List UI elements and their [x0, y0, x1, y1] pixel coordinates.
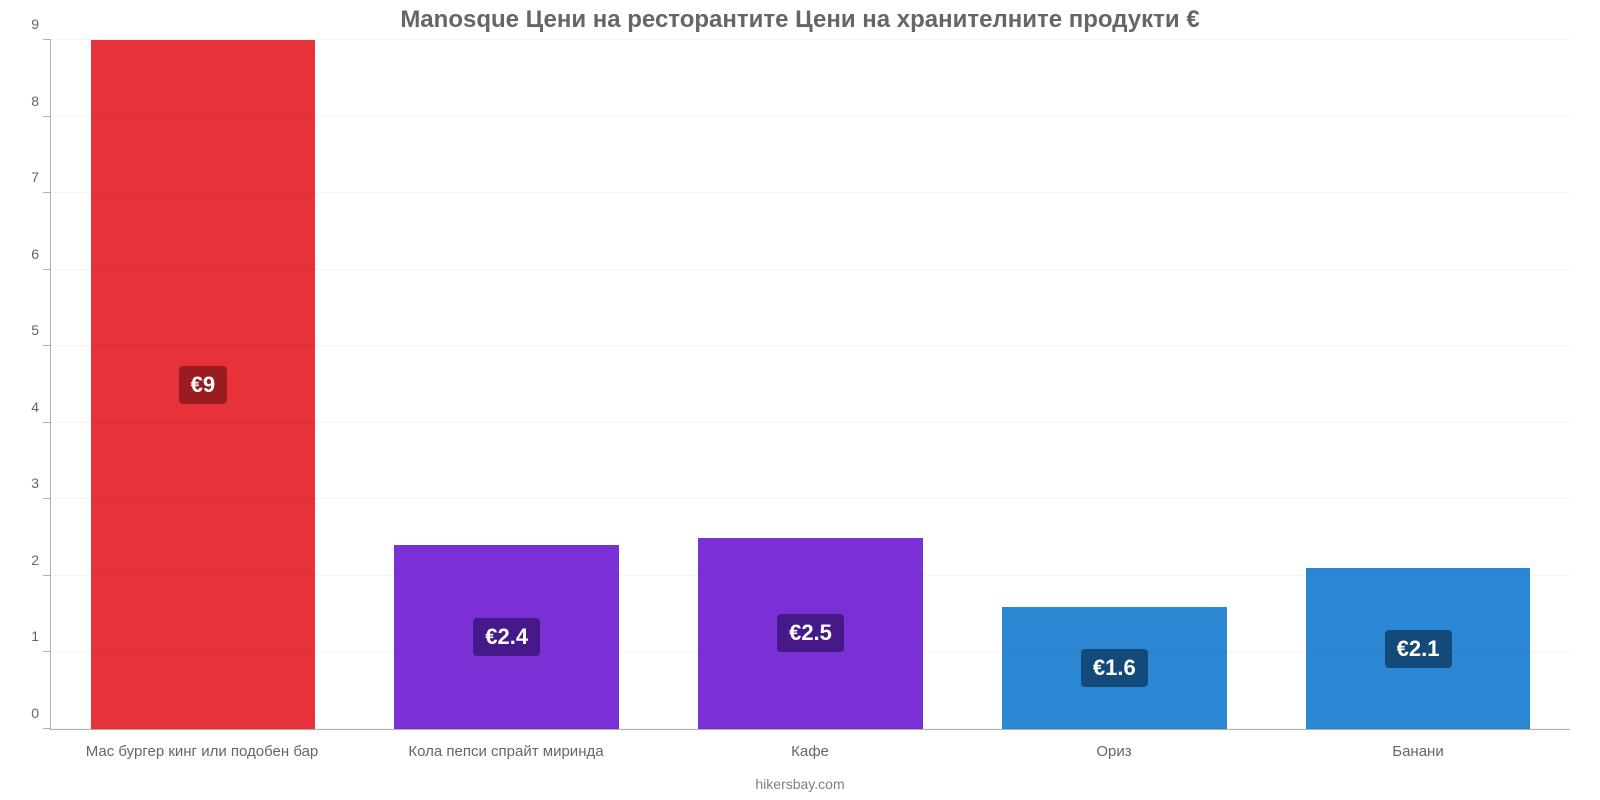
- y-tick: [43, 116, 51, 117]
- gridline: [51, 498, 1570, 499]
- y-tick: [43, 269, 51, 270]
- x-axis-label: Мас бургер кинг или подобен бар: [50, 743, 354, 760]
- bar-slot: €2.4: [355, 40, 659, 729]
- chart-title: Manosque Цени на ресторантите Цени на хр…: [0, 6, 1600, 34]
- y-tick-label: 6: [31, 246, 51, 262]
- y-tick: [43, 422, 51, 423]
- y-tick-label: 1: [31, 628, 51, 644]
- value-badge: €1.6: [1081, 649, 1148, 687]
- gridline: [51, 345, 1570, 346]
- x-axis-label: Кола пепси спрайт миринда: [354, 743, 658, 760]
- plot-area: €9€2.4€2.5€1.6€2.1 0123456789: [50, 40, 1570, 730]
- bar-slot: €9: [51, 40, 355, 729]
- bars-container: €9 €2.4 €2.5 €1.6 €2.1: [51, 40, 1570, 729]
- y-tick: [43, 192, 51, 193]
- price-bar-chart: Manosque Цени на ресторантите Цени на хр…: [0, 0, 1600, 800]
- value-badge: €2.4: [473, 618, 540, 656]
- y-tick-label: 9: [31, 16, 51, 32]
- bar: €9: [91, 40, 316, 729]
- gridline: [51, 422, 1570, 423]
- x-axis-label: Ориз: [962, 743, 1266, 760]
- y-tick: [43, 575, 51, 576]
- gridline: [51, 728, 1570, 729]
- y-tick: [43, 498, 51, 499]
- bar-slot: €2.5: [659, 40, 963, 729]
- y-tick-label: 8: [31, 93, 51, 109]
- y-tick: [43, 345, 51, 346]
- chart-footer: hikersbay.com: [0, 776, 1600, 792]
- value-badge: €2.1: [1385, 630, 1452, 668]
- y-tick-label: 0: [31, 705, 51, 721]
- gridline: [51, 116, 1570, 117]
- gridline: [51, 269, 1570, 270]
- y-tick-label: 4: [31, 399, 51, 415]
- bar: €2.4: [394, 545, 619, 729]
- bar: €2.1: [1306, 568, 1531, 729]
- x-axis-label: Банани: [1266, 743, 1570, 760]
- gridline: [51, 575, 1570, 576]
- bar: €2.5: [698, 538, 923, 729]
- gridline: [51, 39, 1570, 40]
- bar: €1.6: [1002, 607, 1227, 729]
- y-tick: [43, 39, 51, 40]
- y-tick-label: 7: [31, 169, 51, 185]
- bar-slot: €2.1: [1266, 40, 1570, 729]
- x-axis-labels: Мас бургер кинг или подобен барКола пепс…: [50, 743, 1570, 760]
- value-badge: €9: [179, 366, 227, 404]
- gridline: [51, 192, 1570, 193]
- y-tick-label: 2: [31, 552, 51, 568]
- y-tick-label: 3: [31, 475, 51, 491]
- y-tick: [43, 651, 51, 652]
- x-axis-label: Кафе: [658, 743, 962, 760]
- y-tick-label: 5: [31, 322, 51, 338]
- value-badge: €2.5: [777, 614, 844, 652]
- bar-slot: €1.6: [962, 40, 1266, 729]
- y-tick: [43, 728, 51, 729]
